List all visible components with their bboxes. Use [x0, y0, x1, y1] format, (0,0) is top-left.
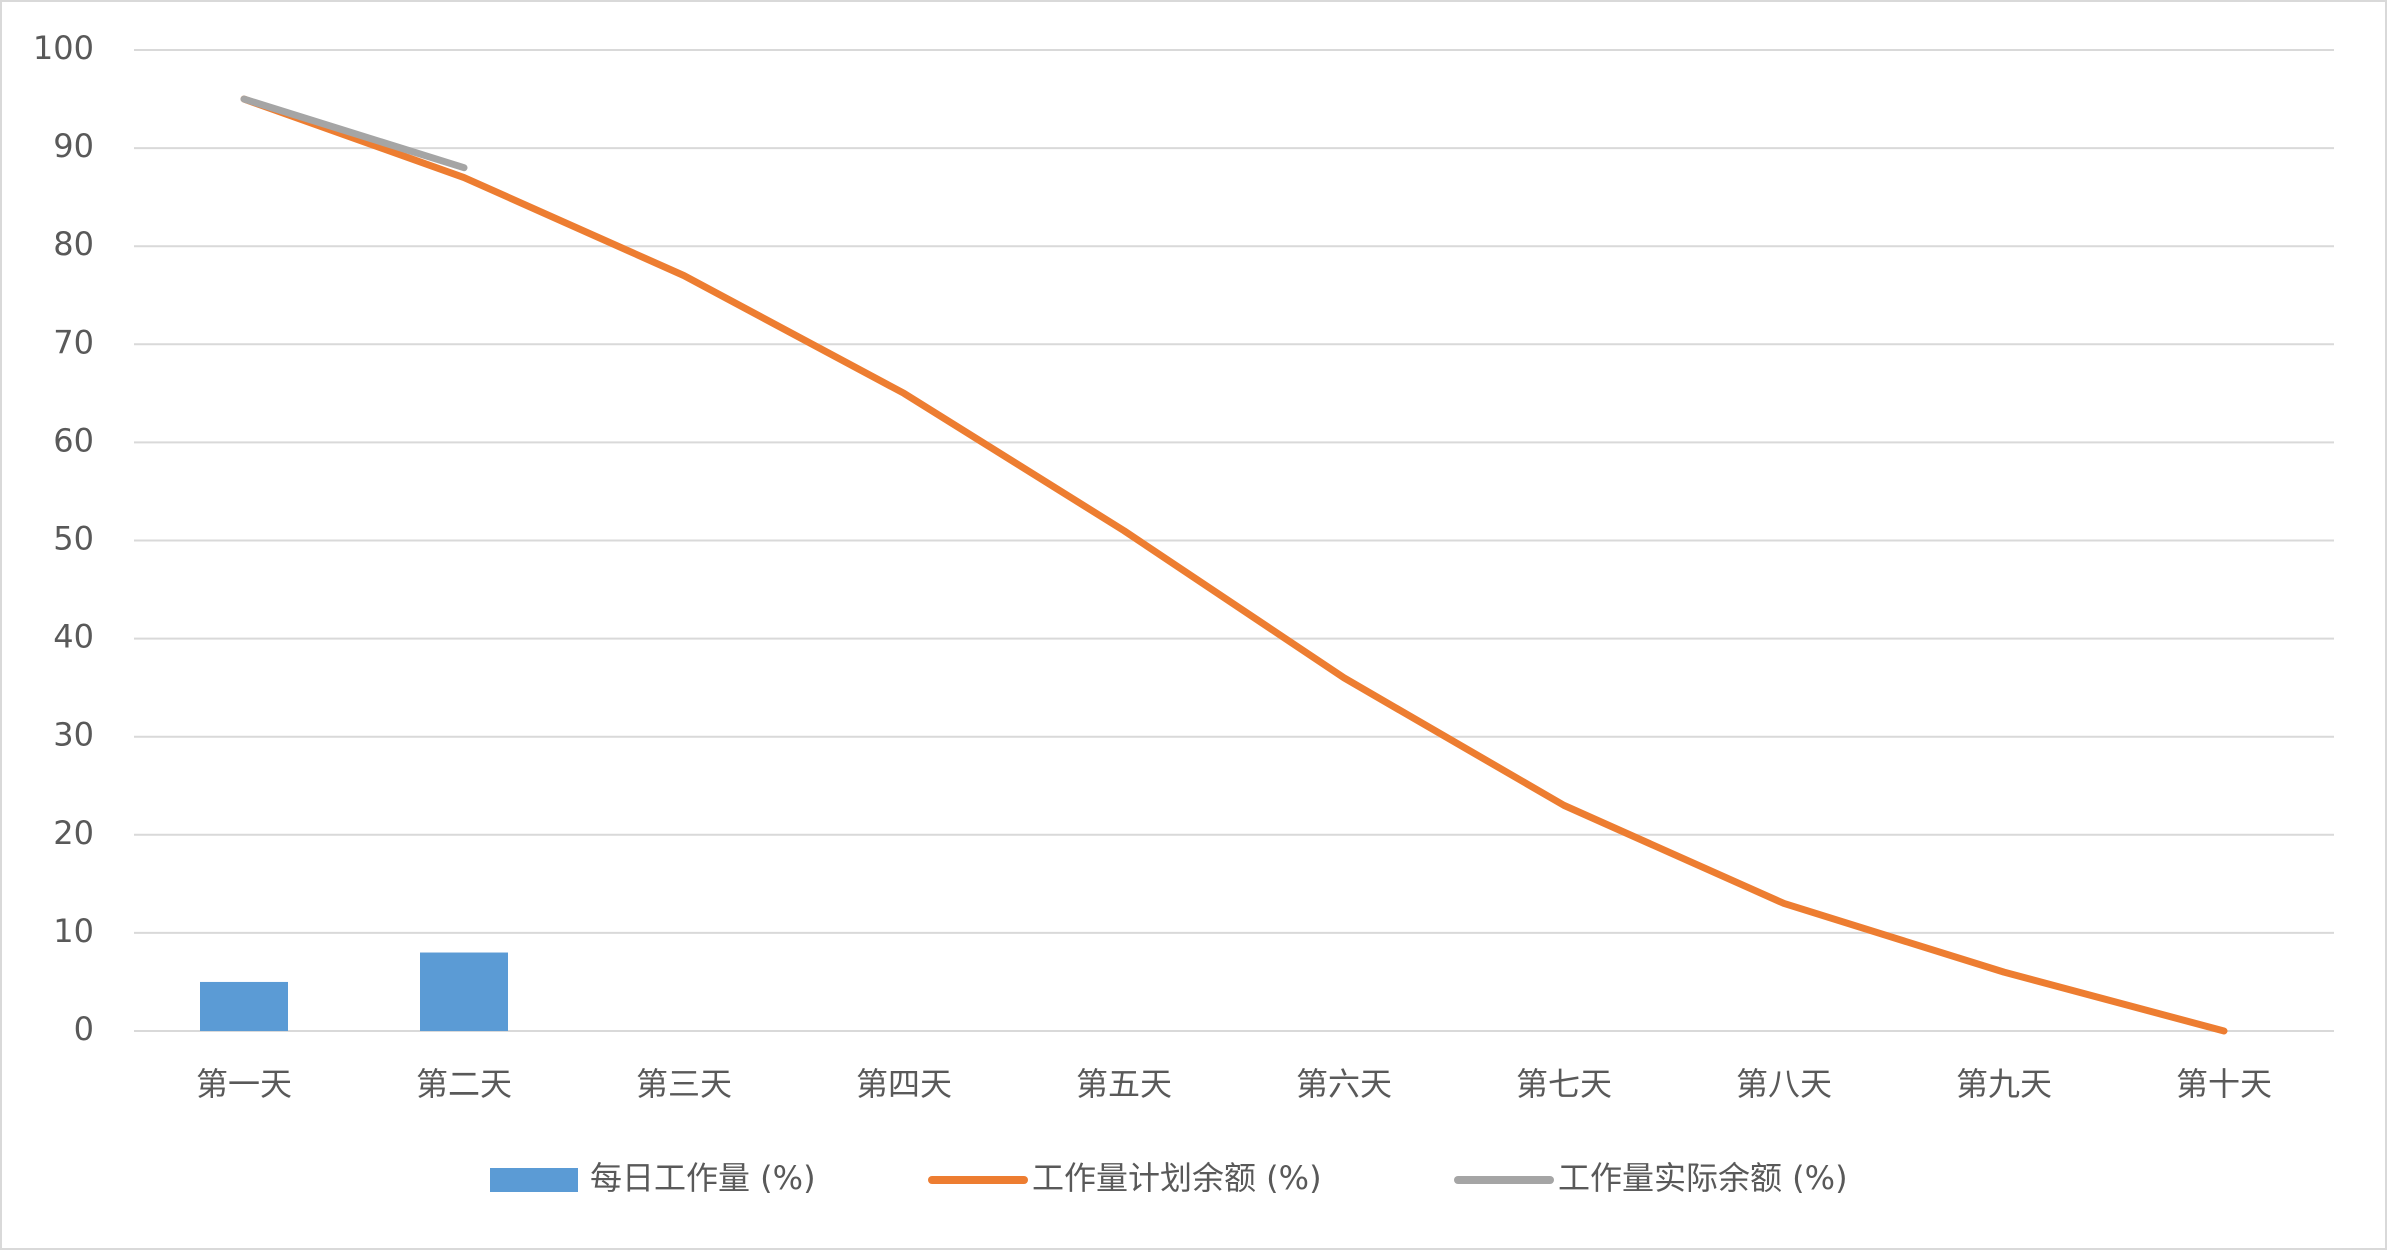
x-tick-label: 第八天 — [1736, 1065, 1832, 1103]
y-tick-label: 50 — [53, 520, 94, 558]
legend-swatch — [490, 1168, 578, 1192]
legend-label: 工作量实际余额 (%) — [1558, 1159, 1848, 1197]
y-tick-label: 90 — [53, 127, 94, 165]
line — [240, 95, 2228, 1035]
x-tick-label: 第五天 — [1076, 1065, 1172, 1103]
x-tick-label: 第二天 — [416, 1065, 512, 1103]
y-tick-label: 10 — [53, 912, 94, 950]
y-tick-label: 30 — [53, 716, 94, 754]
bar — [200, 981, 288, 1031]
legend-label: 工作量计划余额 (%) — [1032, 1159, 1322, 1197]
x-tick-label: 第四天 — [856, 1065, 952, 1103]
x-tick-label: 第一天 — [196, 1065, 292, 1103]
line — [240, 95, 468, 172]
y-tick-label: 80 — [53, 225, 94, 263]
x-tick-label: 第三天 — [636, 1065, 732, 1103]
x-tick-label: 第十天 — [2176, 1065, 2272, 1103]
bar — [420, 952, 508, 1031]
y-tick-label: 40 — [53, 618, 94, 656]
x-tick-label: 第九天 — [1956, 1065, 2052, 1103]
y-tick-label: 20 — [53, 814, 94, 852]
y-tick-label: 60 — [53, 421, 94, 459]
y-tick-label: 100 — [33, 29, 94, 67]
y-tick-label: 0 — [74, 1010, 94, 1048]
x-tick-label: 第六天 — [1296, 1065, 1392, 1103]
legend-label: 每日工作量 (%) — [590, 1159, 816, 1197]
x-tick-label: 第七天 — [1516, 1065, 1612, 1103]
y-tick-label: 70 — [53, 323, 94, 361]
